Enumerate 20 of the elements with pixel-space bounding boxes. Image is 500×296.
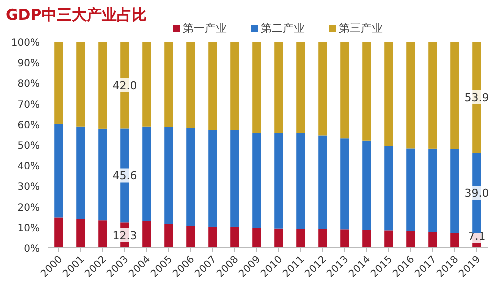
y-tick-label: 70%: [18, 100, 40, 111]
legend-label: 第三产业: [339, 22, 383, 35]
y-tick-label: 50%: [18, 141, 40, 152]
data-label: 42.0: [112, 79, 138, 92]
data-label: 45.6: [112, 170, 138, 183]
data-label: 53.9: [464, 92, 490, 105]
data-label: 39.0: [464, 187, 490, 200]
y-tick-label: 20%: [18, 202, 40, 214]
legend-label: 第一产业: [183, 22, 227, 35]
y-tick-label: 0%: [24, 244, 40, 255]
y-tick-label: 60%: [18, 120, 40, 132]
y-tick-label: 10%: [18, 223, 40, 234]
data-label: 12.3: [112, 229, 138, 242]
y-tick-label: 100%: [11, 38, 40, 49]
legend-label: 第二产业: [261, 22, 305, 35]
y-tick-label: 30%: [18, 182, 40, 194]
y-tick-label: 90%: [18, 58, 40, 70]
chart-title: GDP中三大产业占比: [6, 6, 147, 24]
y-tick-label: 40%: [18, 162, 40, 173]
y-tick-label: 80%: [18, 79, 40, 90]
